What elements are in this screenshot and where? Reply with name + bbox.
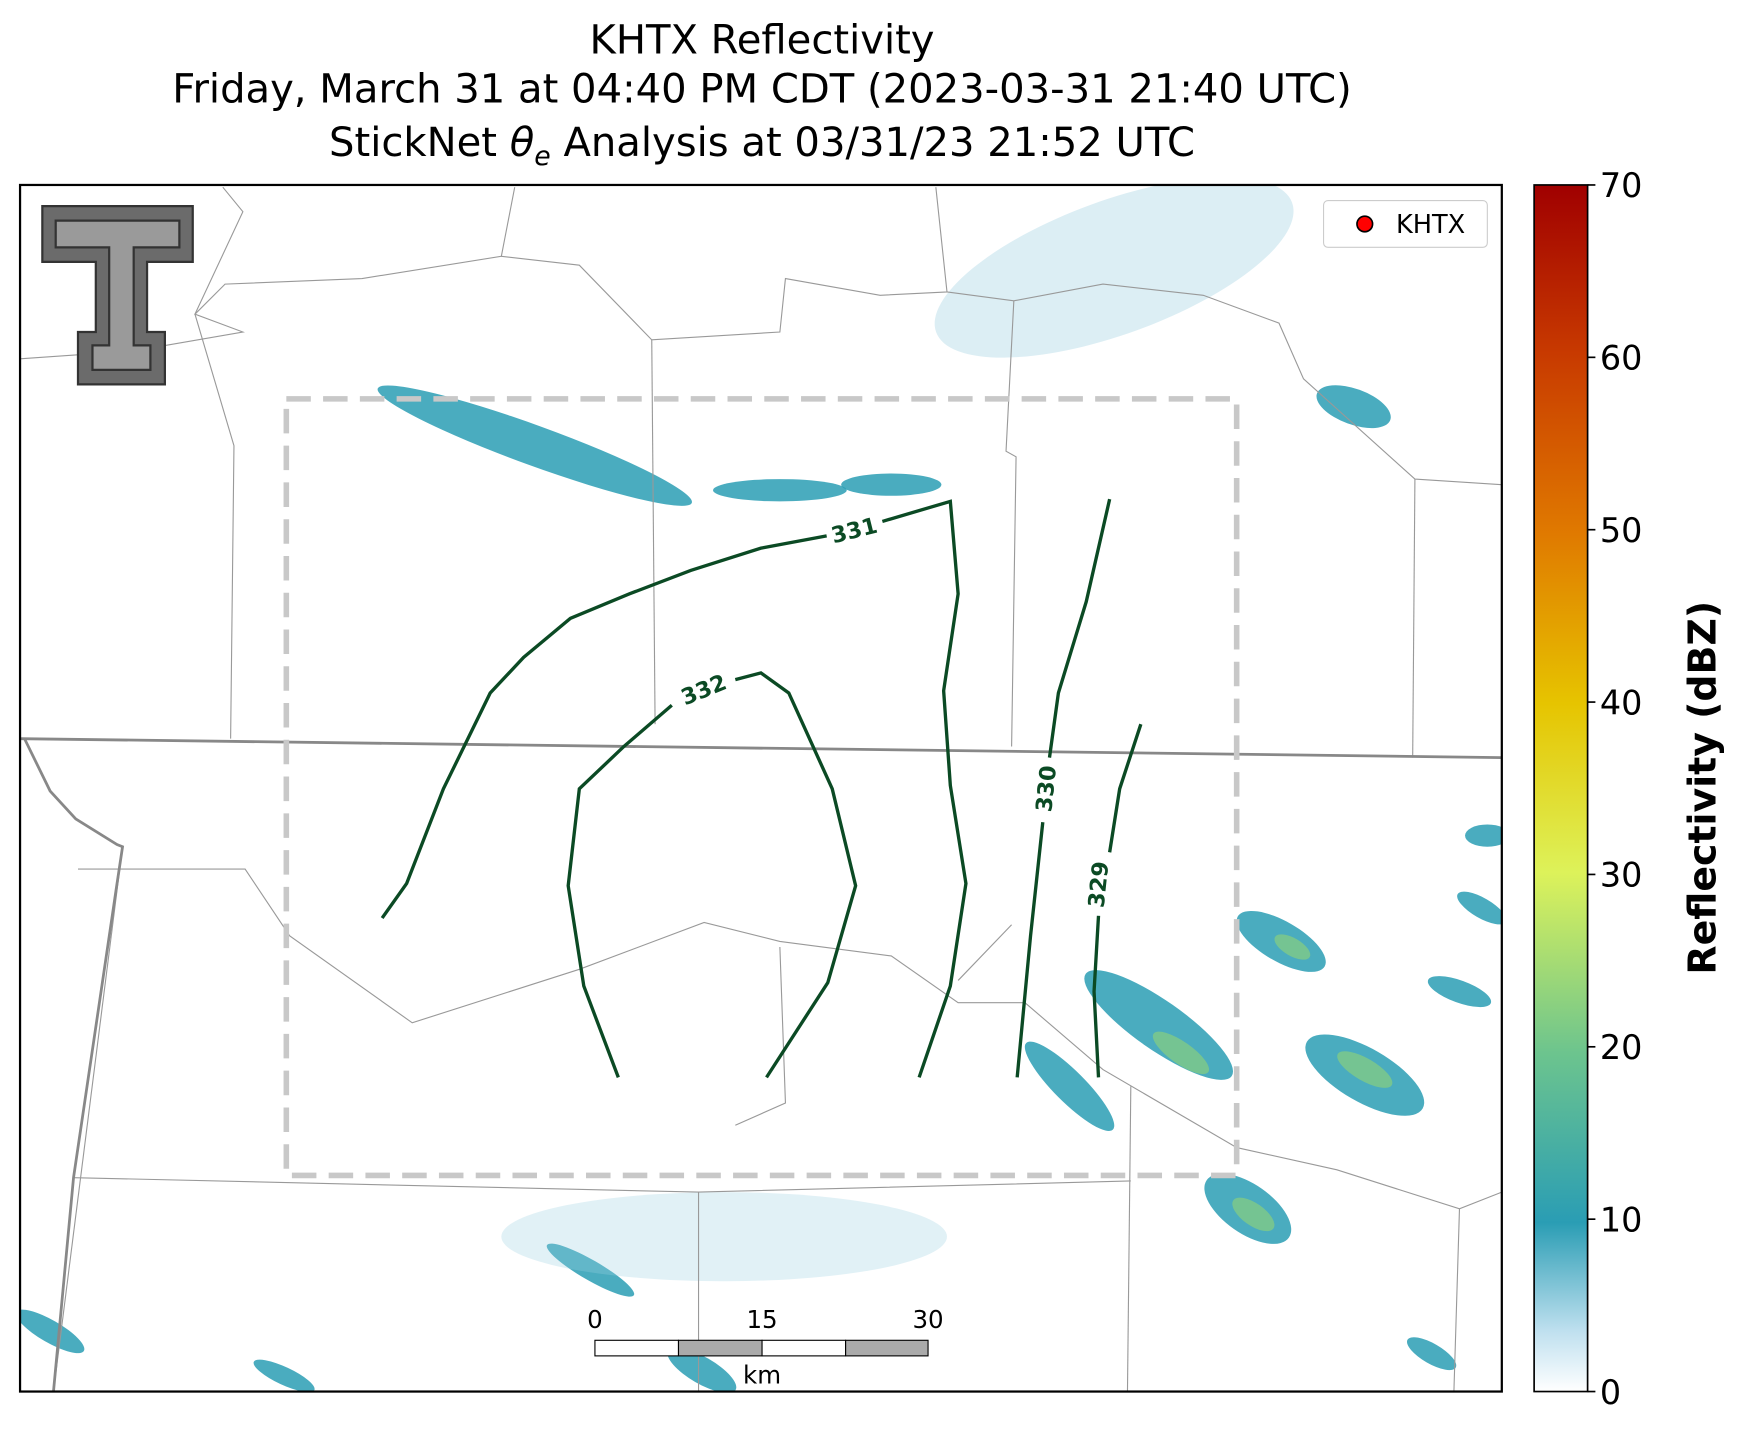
scale-label: 0 [587, 1305, 603, 1334]
analysis-domain-box [283, 396, 1240, 1179]
legend-marker [1356, 215, 1374, 233]
map: 331 332 330 329 KHTX 0 15 30 km [20, 184, 1502, 1392]
subtitle-prefix: StickNet [329, 120, 510, 166]
map-frame [18, 183, 1503, 1393]
title-line-3: StickNet θe Analysis at 03/31/23 21:52 U… [329, 120, 1195, 172]
colorbar: Reflectivity (dBZ) 0 10 20 30 40 50 60 70 [1533, 166, 1725, 1412]
county-lines [20, 186, 1502, 1392]
contour-line [881, 499, 968, 1078]
scale-label: 30 [912, 1305, 943, 1334]
colorbar-tick-label: 40 [1600, 683, 1643, 722]
colorbar-tick-label: 20 [1600, 1028, 1643, 1067]
subtitle-symbol: θ [510, 120, 535, 166]
colorbar-tick-label: 10 [1600, 1200, 1643, 1239]
colorbar-tick-label: 50 [1600, 511, 1643, 550]
legend-label: KHTX [1396, 210, 1465, 240]
contour-label: 329 [1084, 860, 1115, 909]
contour-line [1047, 498, 1112, 758]
colorbar-tick-label: 0 [1600, 1373, 1621, 1412]
contour-line [1015, 822, 1045, 1078]
colorbar-tick-label: 70 [1600, 166, 1643, 205]
contour-line [1107, 723, 1143, 853]
subtitle-subscript: e [534, 141, 550, 172]
colorbar-label: Reflectivity (dBZ) [1681, 601, 1725, 975]
title-line-1: KHTX Reflectivity [590, 18, 935, 64]
colorbar-tick-label: 60 [1600, 339, 1643, 378]
colorbar-gradient [1533, 184, 1589, 1393]
contour-line [566, 703, 673, 1078]
legend: KHTX [1322, 200, 1488, 248]
colorbar-tick-label: 30 [1600, 856, 1643, 895]
scale-label: 15 [746, 1305, 777, 1334]
radar-echoes [20, 184, 1502, 1392]
subtitle-suffix: Analysis at 03/31/23 21:52 UTC [551, 120, 1195, 166]
contour-line [1092, 915, 1101, 1078]
contour-line [380, 534, 827, 920]
scale-unit: km [743, 1361, 781, 1390]
university-logo [41, 205, 194, 386]
contour-line [734, 671, 858, 1079]
title-line-2: Friday, March 31 at 04:40 PM CDT (2023-0… [172, 67, 1351, 113]
contour-label: 330 [1031, 764, 1062, 813]
scale-bar: 0 15 30 km [587, 1305, 944, 1390]
theta-e-contours: 331 332 330 329 [380, 498, 1143, 1079]
